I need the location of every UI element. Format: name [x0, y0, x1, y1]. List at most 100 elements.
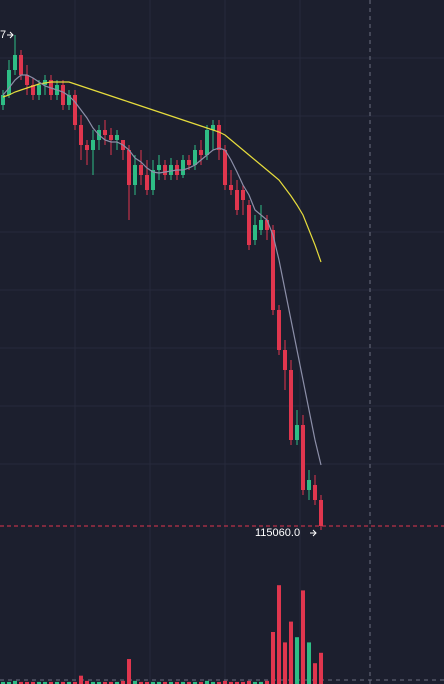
- volume-bar: [175, 681, 179, 684]
- volume-bar: [241, 681, 245, 684]
- volume-bar: [223, 680, 227, 684]
- candle-body: [259, 220, 263, 230]
- volume-bar: [187, 681, 191, 684]
- candle-body: [13, 55, 17, 70]
- volume-bar: [211, 681, 215, 684]
- volume-bar: [31, 681, 35, 684]
- candle-body: [145, 175, 149, 190]
- volume-bar: [247, 680, 251, 684]
- arrow: [310, 529, 317, 537]
- candle-body: [247, 205, 251, 245]
- candle-body: [169, 165, 173, 175]
- volume-bar: [151, 681, 155, 684]
- volume-bar: [115, 681, 119, 684]
- candle-body: [307, 480, 311, 490]
- volume-bar: [37, 681, 41, 684]
- last-price-label: 115060.0: [255, 527, 300, 539]
- candle-body: [157, 165, 161, 170]
- volume-bar: [61, 681, 65, 684]
- candle-body: [265, 220, 269, 230]
- volume-bar: [85, 680, 89, 684]
- volume-bar: [103, 681, 107, 684]
- candle-body: [19, 55, 23, 75]
- volume-bar: [295, 637, 299, 684]
- candle-body: [187, 160, 191, 165]
- candle-body: [319, 500, 323, 526]
- volume-bar: [313, 663, 317, 684]
- candle-body: [115, 135, 119, 140]
- candle-body: [1, 95, 5, 105]
- candle-body: [31, 85, 35, 95]
- volume-bar: [79, 675, 83, 684]
- candle-body: [73, 95, 77, 125]
- candle-body: [151, 170, 155, 190]
- candle-body: [301, 425, 305, 490]
- volume-bar: [307, 642, 311, 684]
- volume-bar: [25, 681, 29, 684]
- candle-body: [103, 130, 107, 135]
- candle-body: [229, 185, 233, 190]
- candle-body: [241, 190, 245, 200]
- volume-bar: [265, 680, 269, 684]
- volume-bar: [55, 681, 59, 684]
- volume-bar: [133, 680, 137, 684]
- candle-body: [91, 140, 95, 150]
- candle-body: [139, 165, 143, 175]
- top-label: 7: [0, 29, 6, 41]
- candle-body: [79, 125, 83, 145]
- candle-body: [277, 310, 281, 350]
- volume-bar: [121, 680, 125, 684]
- volume-bar: [139, 681, 143, 684]
- candle-body: [313, 485, 317, 500]
- candle-body: [25, 75, 29, 85]
- volume-bar: [49, 681, 53, 684]
- volume-bar: [67, 681, 71, 684]
- candle-body: [163, 165, 167, 175]
- candle-body: [295, 425, 299, 440]
- volume-bar: [277, 585, 281, 684]
- candle-body: [133, 165, 137, 185]
- volume-bar: [259, 681, 263, 684]
- candle-body: [61, 85, 65, 105]
- volume-bar: [163, 681, 167, 684]
- volume-bar: [109, 681, 113, 684]
- volume-bar: [217, 681, 221, 684]
- volume-bar: [253, 681, 257, 684]
- volume-bar: [193, 681, 197, 684]
- volume-bar: [169, 681, 173, 684]
- candle-body: [223, 150, 227, 185]
- volume-bar: [1, 681, 5, 684]
- candle-body: [7, 70, 11, 95]
- arrow: [7, 31, 14, 39]
- candle-body: [37, 85, 41, 95]
- candle-body: [109, 135, 113, 140]
- candle-body: [289, 370, 293, 440]
- volume-bar: [283, 642, 287, 684]
- volume-bar: [205, 680, 209, 684]
- volume-bar: [229, 681, 233, 684]
- moving-average: [2, 74, 322, 466]
- moving-average: [2, 81, 322, 263]
- volume-bar: [7, 681, 11, 684]
- volume-bar: [289, 621, 293, 684]
- volume-bar: [19, 681, 23, 684]
- volume-bar: [199, 681, 203, 684]
- candle-body: [127, 150, 131, 185]
- candle-body: [271, 230, 275, 310]
- volume-bar: [43, 681, 47, 684]
- candle-body: [205, 130, 209, 155]
- volume-bar: [157, 681, 161, 684]
- candle-body: [85, 145, 89, 150]
- candle-body: [181, 160, 185, 175]
- candle-body: [199, 150, 203, 155]
- candle-body: [217, 125, 221, 150]
- candle-body: [253, 225, 257, 240]
- candle-body: [211, 125, 215, 130]
- volume-bar: [271, 632, 275, 684]
- candle-body: [193, 150, 197, 165]
- candle-body: [283, 350, 287, 370]
- volume-bar: [235, 681, 239, 684]
- candle-body: [67, 95, 71, 105]
